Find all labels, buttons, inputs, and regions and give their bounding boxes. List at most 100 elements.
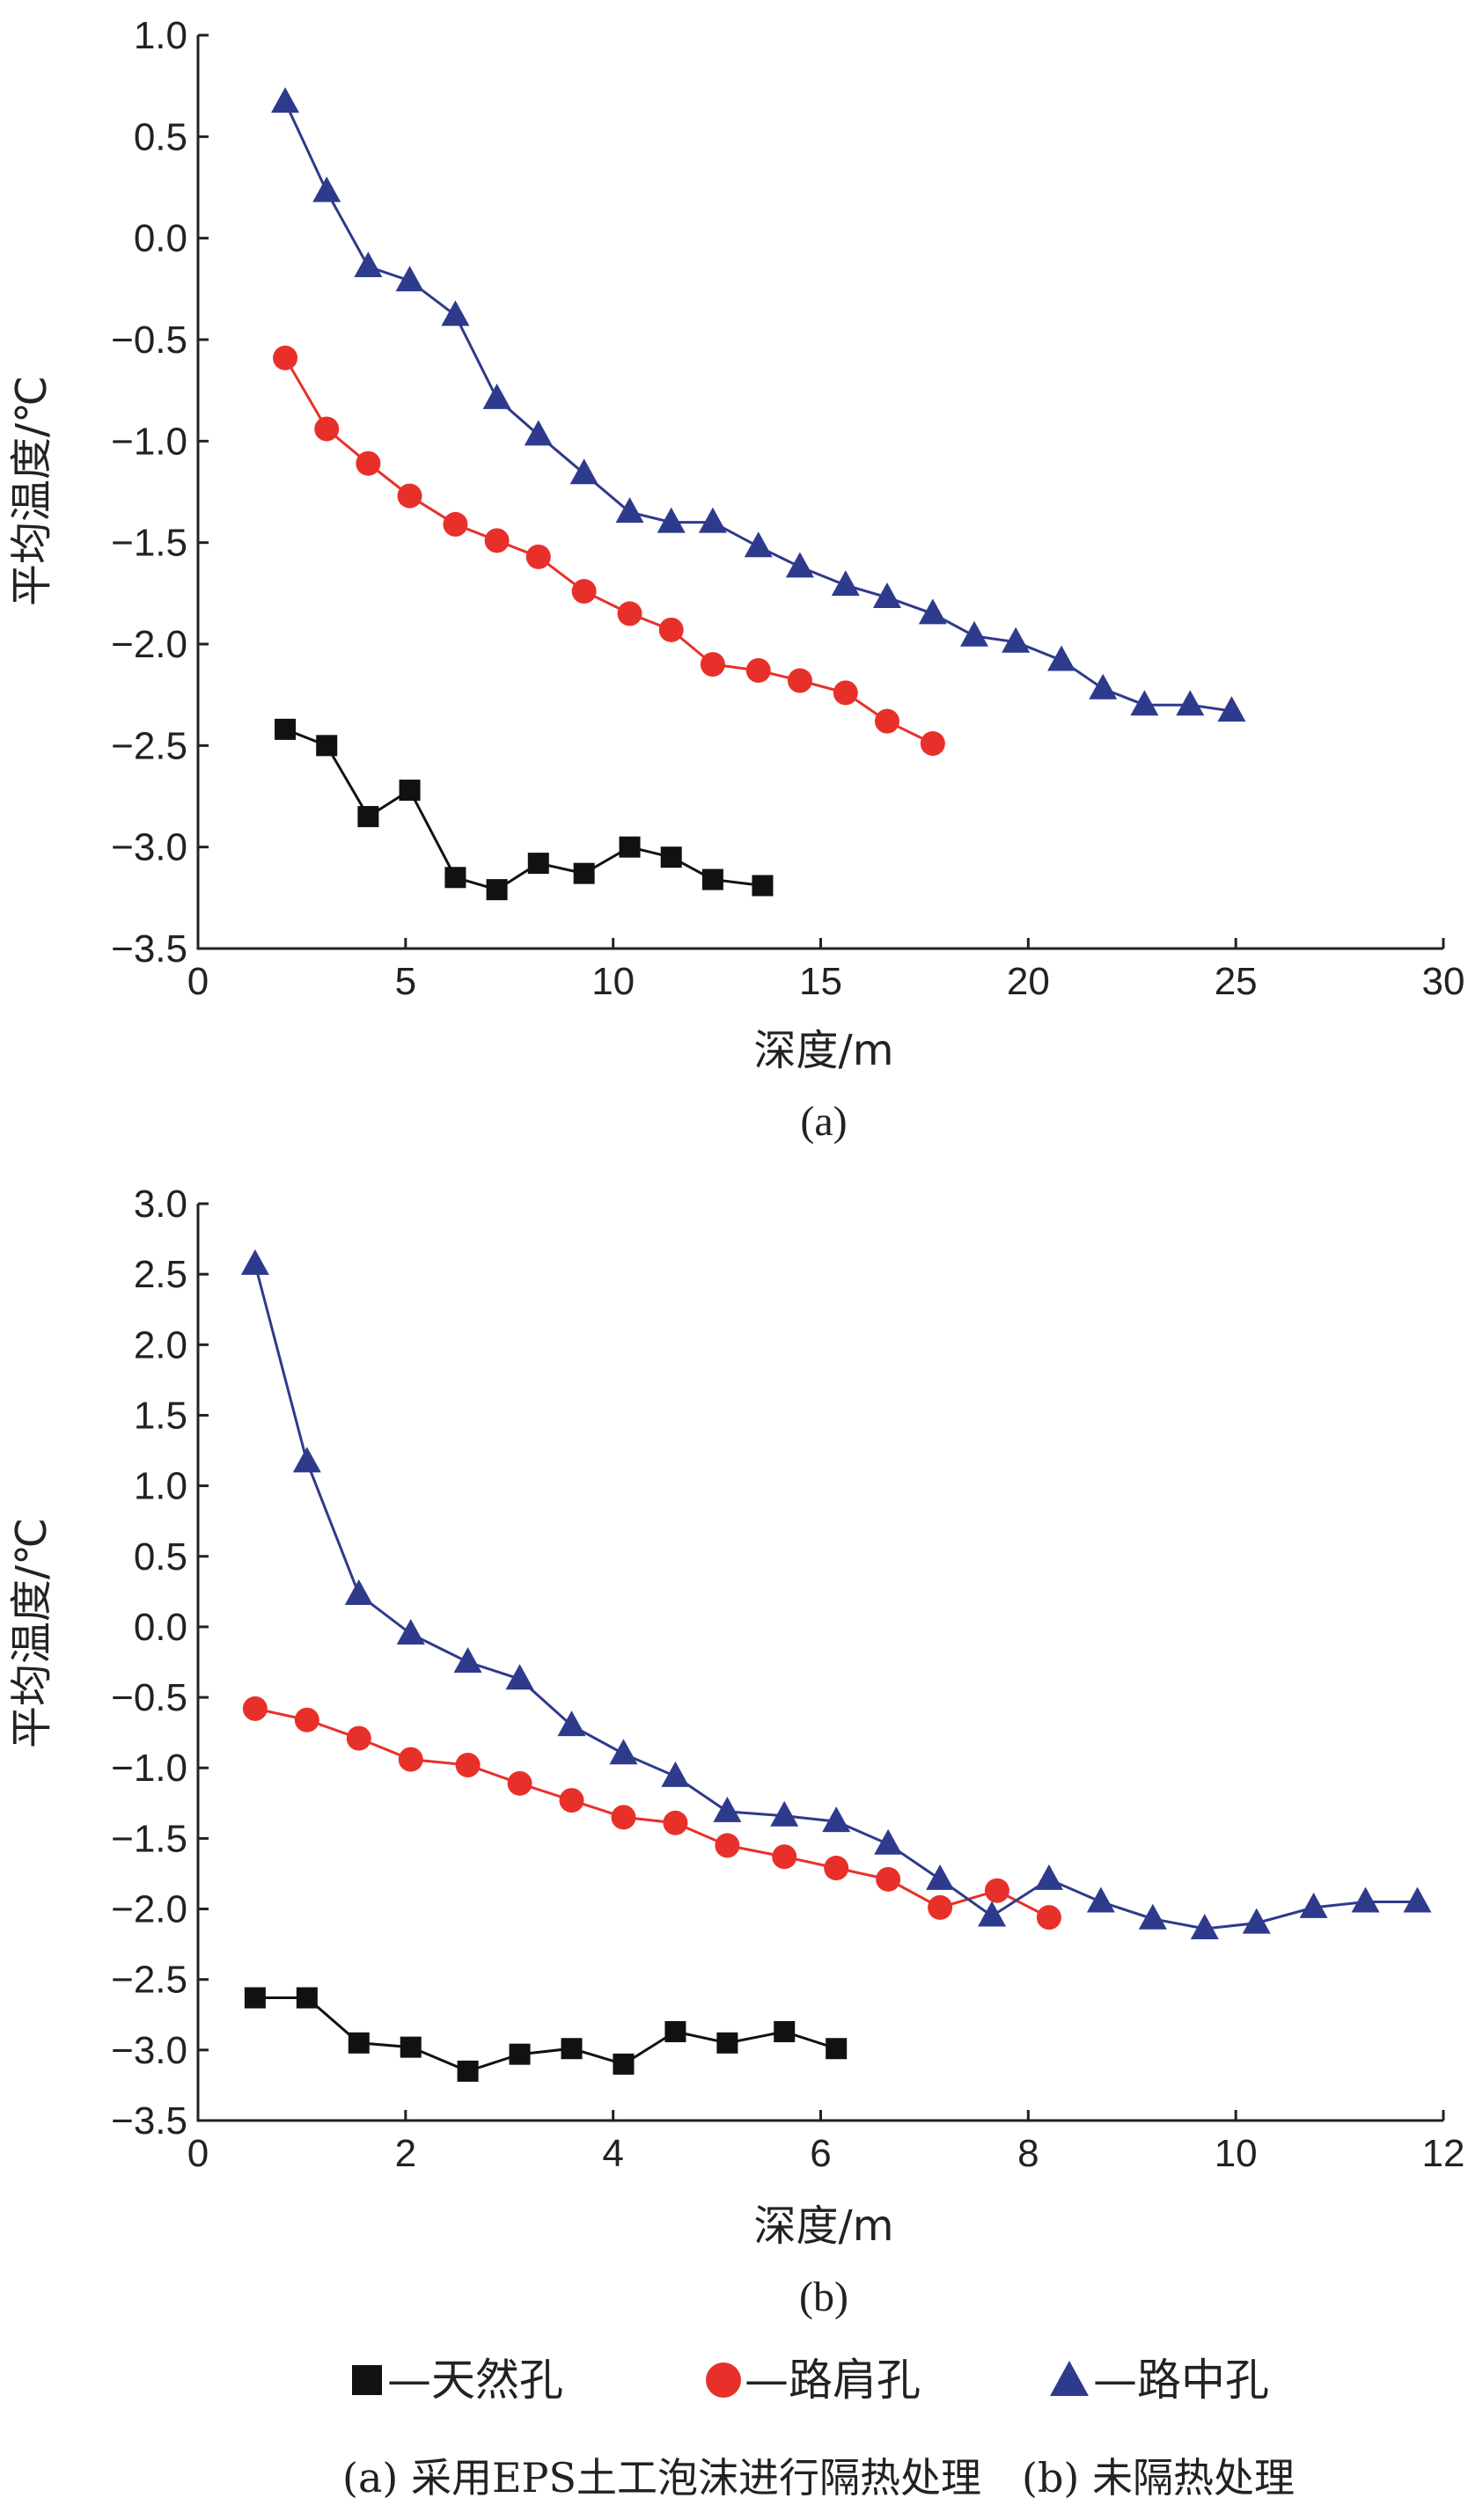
panel-label-a: (a) [800, 1098, 847, 1145]
data-point [1002, 626, 1031, 653]
data-point [715, 1833, 740, 1858]
data-point [486, 879, 508, 901]
data-point [920, 731, 945, 757]
legend-triangle-marker [1050, 2361, 1089, 2396]
data-point [876, 1866, 901, 1892]
y-tick-label: −2.0 [111, 623, 187, 666]
y-tick-label: −2.0 [111, 1888, 187, 1931]
y-tick-label: 2.0 [134, 1323, 187, 1366]
data-point [294, 1707, 319, 1732]
y-tick-label: −1.0 [111, 420, 187, 463]
legend-item-natural: —天然孔 [352, 2355, 563, 2406]
data-point [613, 2053, 635, 2075]
y-tick-label: −1.0 [111, 1747, 187, 1790]
data-point [772, 1844, 797, 1870]
plot-area-b: 3.0 2.5 2.0 1.5 1.0 0.5 0.0 −0.5 −1.0 −1.5 −2.0 −2.… [111, 1183, 1464, 2175]
x-tick-label: 15 [799, 960, 842, 1003]
data-point [457, 2060, 479, 2082]
x-tick-label: 5 [395, 960, 416, 1003]
data-point [484, 528, 510, 553]
data-point [770, 1800, 799, 1827]
x-axis-label-b: 深度/m [754, 2201, 894, 2251]
data-point [482, 383, 511, 409]
series-line [254, 1707, 1050, 1919]
x-tick-label: 0 [187, 960, 209, 1003]
data-point [561, 2038, 583, 2060]
series-triangle [271, 87, 1246, 722]
data-point [1086, 1886, 1115, 1913]
x-tick-label: 6 [810, 2132, 831, 2175]
data-point [611, 1805, 636, 1830]
data-point [619, 836, 641, 858]
data-point [824, 1856, 849, 1881]
x-tick-label: 12 [1422, 2132, 1465, 2175]
data-point [660, 846, 682, 868]
data-point [1403, 1886, 1432, 1913]
data-point [356, 451, 381, 476]
data-point [745, 657, 771, 683]
x-tick-label: 0 [187, 2132, 209, 2175]
figure-caption: (a) 采用EPS土工泡沫进行隔热处理 (b) 未隔热处理 [342, 2454, 1295, 2502]
chart-panel-b: 3.0 2.5 2.0 1.5 1.0 0.5 0.0 −0.5 −1.0 −1.5 −2.0 −2.… [7, 1183, 1464, 2320]
y-axis-label-a: 平均温度/℃ [7, 376, 56, 606]
y-tick-label: 0.5 [134, 115, 187, 158]
x-tick-label: 10 [1215, 2132, 1258, 2175]
data-point [397, 483, 422, 509]
data-point [443, 511, 468, 537]
data-point [615, 497, 644, 524]
data-point [396, 1618, 425, 1645]
x-tick-label: 20 [1007, 960, 1050, 1003]
legend-label-natural: —天然孔 [387, 2355, 563, 2406]
legend-item-center: —路中孔 [1050, 2355, 1269, 2406]
data-point [716, 2032, 738, 2054]
x-tick-label: 25 [1215, 960, 1258, 1003]
series-line [284, 728, 763, 891]
y-tick-label: 1.5 [134, 1394, 187, 1437]
data-point [314, 416, 340, 442]
series-square [275, 718, 774, 901]
data-point [1034, 1864, 1063, 1890]
y-tick-label: 2.5 [134, 1253, 187, 1296]
data-point [774, 2021, 796, 2043]
data-point [441, 300, 470, 326]
legend-circle-marker [706, 2362, 741, 2398]
data-point [984, 1878, 1009, 1903]
legend-label-center: —路中孔 [1093, 2355, 1269, 2406]
data-point [701, 868, 723, 890]
data-point [833, 680, 858, 706]
data-point [348, 2032, 370, 2054]
x-tick-label: 30 [1422, 960, 1465, 1003]
data-point [1036, 1905, 1061, 1930]
data-point [713, 1796, 742, 1822]
data-point [664, 2021, 686, 2043]
y-tick-label: 1.0 [134, 1465, 187, 1508]
data-point [312, 176, 341, 202]
data-point [826, 2038, 848, 2060]
y-tick-label: −1.5 [111, 1817, 187, 1860]
data-point [559, 1788, 584, 1813]
data-point [700, 652, 725, 678]
legend-label-shoulder: —路肩孔 [745, 2355, 921, 2406]
series-line [254, 1996, 837, 2073]
data-point [617, 601, 642, 626]
data-point [296, 1987, 318, 2009]
data-point [1217, 696, 1246, 722]
y-tick-label: 1.0 [134, 14, 187, 57]
data-point [344, 1579, 373, 1606]
y-tick-label: −0.5 [111, 319, 187, 362]
data-point [1299, 1892, 1328, 1918]
series-line [283, 101, 1232, 713]
data-point [571, 579, 597, 604]
series-line [283, 357, 934, 745]
data-point [453, 1647, 482, 1673]
data-point [874, 708, 899, 734]
data-point [527, 853, 549, 875]
data-point [292, 1447, 321, 1473]
data-point [698, 507, 727, 533]
series-triangle [240, 1249, 1432, 1939]
data-point [357, 806, 379, 828]
data-point [509, 2043, 531, 2065]
y-tick-label: 0.0 [134, 1606, 187, 1649]
data-point [1089, 673, 1118, 700]
series-circle [273, 345, 945, 757]
